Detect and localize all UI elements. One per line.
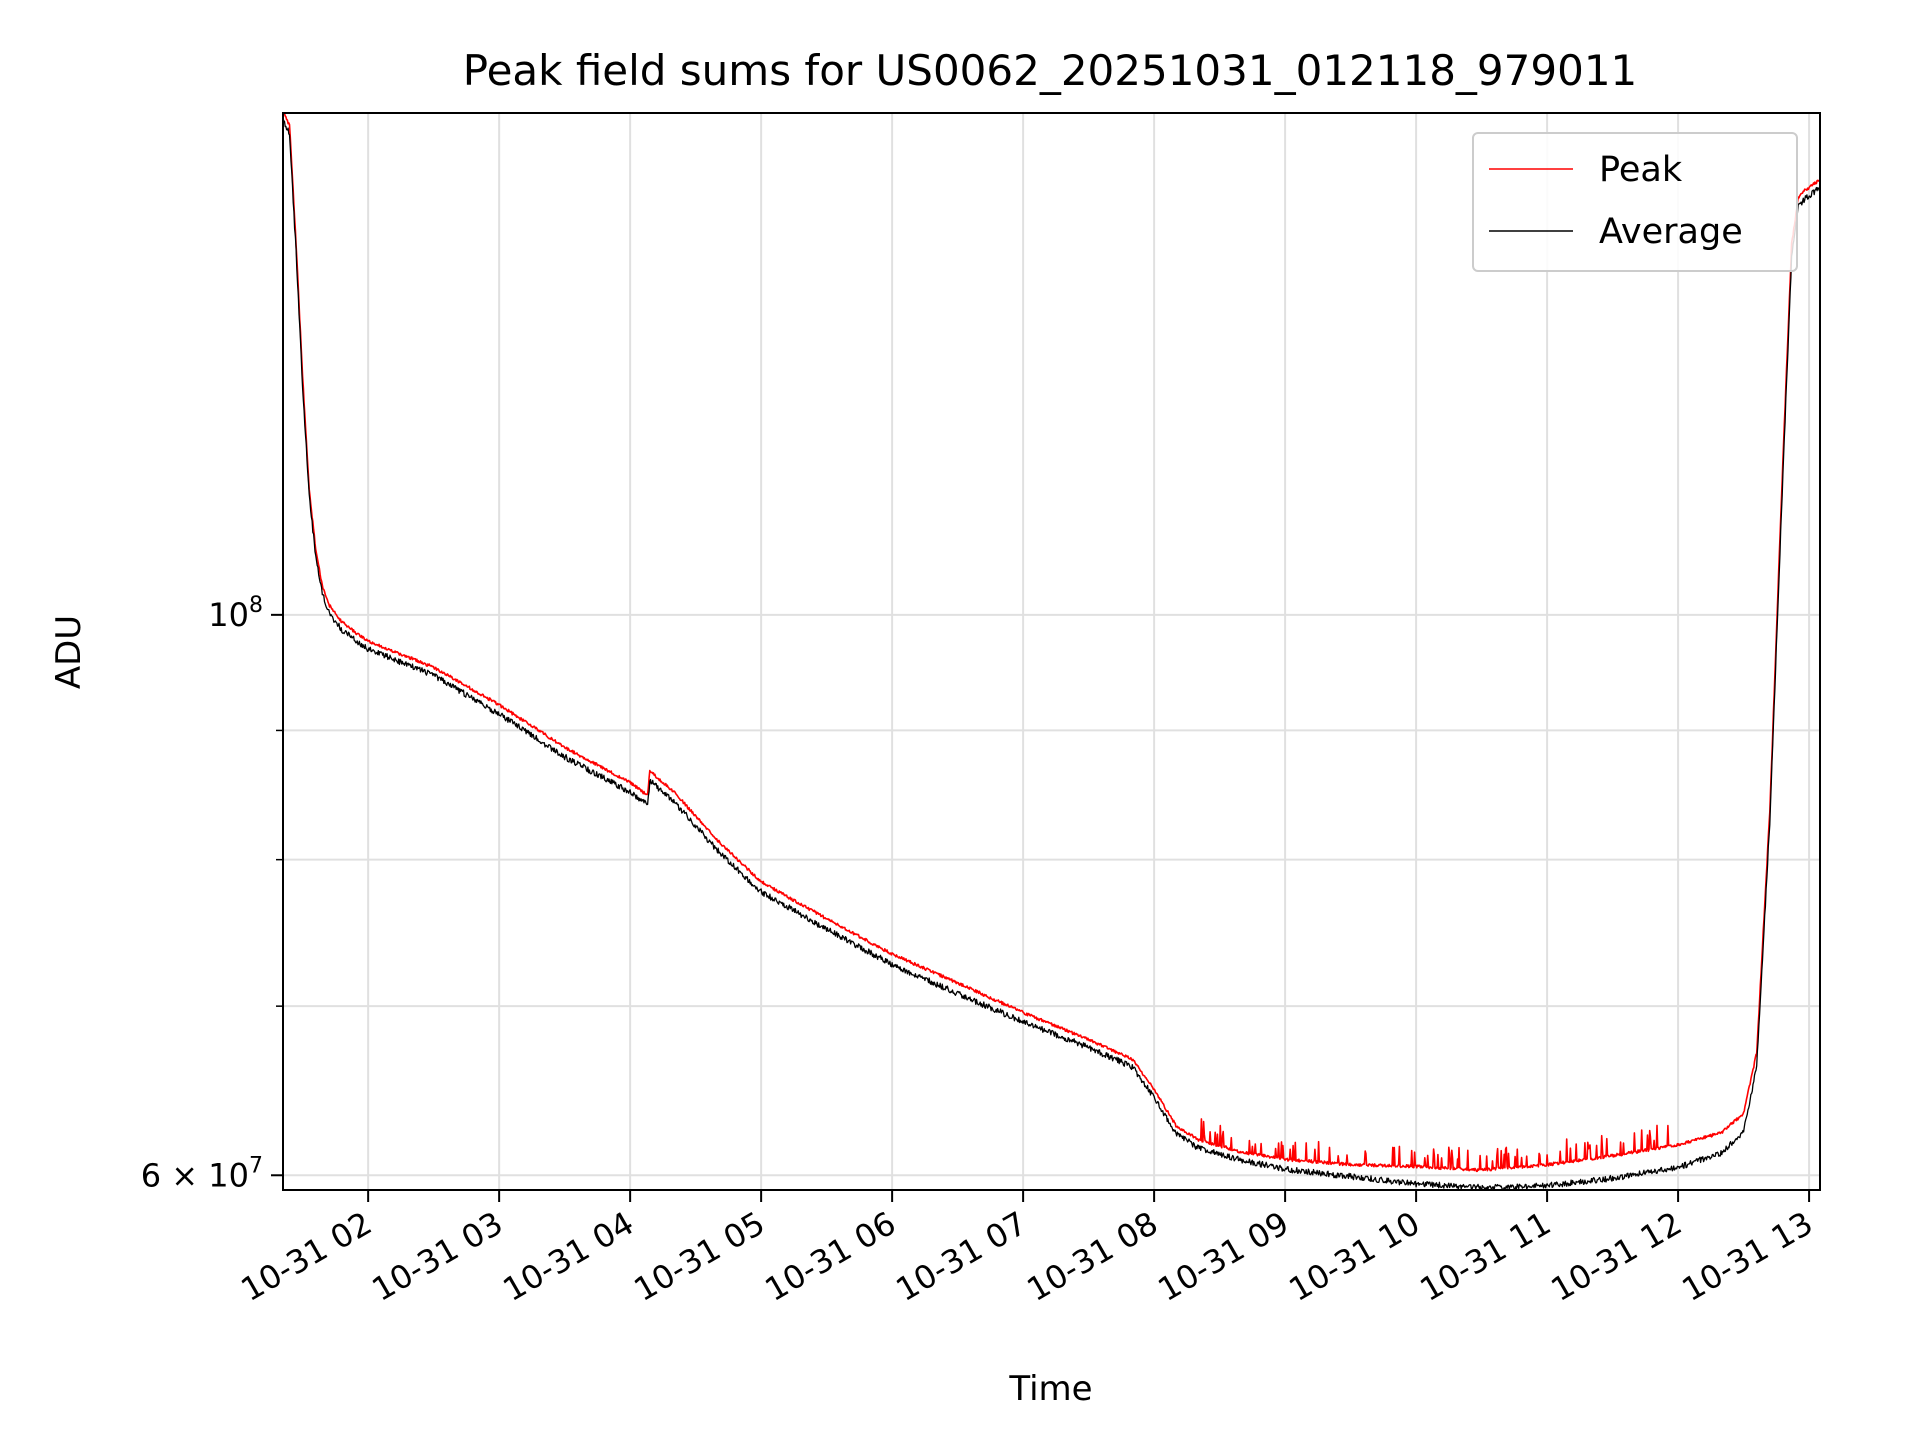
- legend-label: Average: [1599, 212, 1743, 252]
- y-tick-label: 6 × 107: [141, 1153, 263, 1194]
- plot-frame: [282, 112, 1821, 1191]
- grid-layer: [283, 113, 1820, 1190]
- legend-label: Peak: [1599, 150, 1683, 190]
- y-axis-label: ADU: [49, 615, 89, 689]
- series-line-average: [282, 117, 1821, 1191]
- series-line-peak: [282, 112, 1821, 1173]
- legend: Peak Average: [1472, 132, 1798, 272]
- legend-box: [1472, 132, 1798, 272]
- x-axis-label: Time: [1008, 1369, 1092, 1409]
- series-layer: [282, 112, 1821, 1191]
- chart-title: Peak field sums for US0062_20251031_0121…: [463, 46, 1638, 95]
